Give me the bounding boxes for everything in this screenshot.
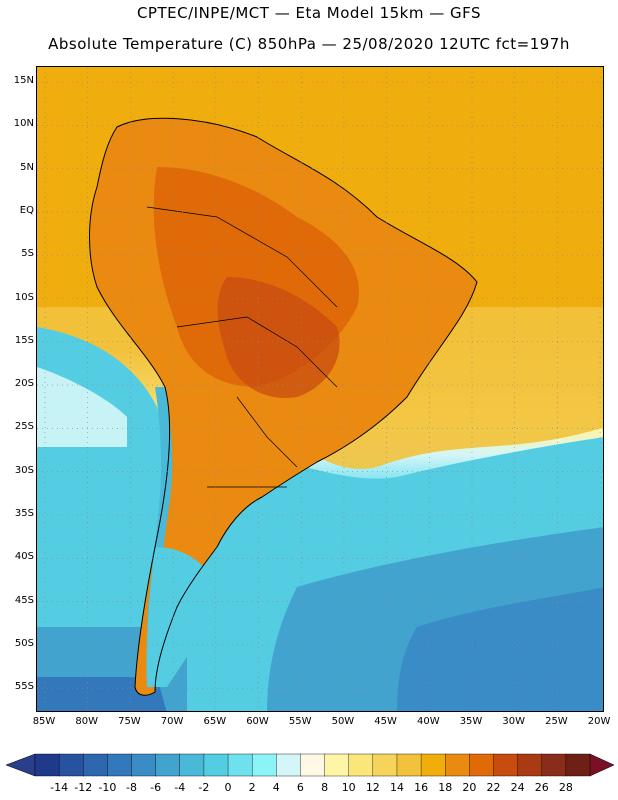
colorbar-swatch [493, 753, 519, 777]
colorbar-swatch [565, 753, 591, 777]
colorbar-tick-label: 8 [321, 781, 329, 794]
colorbar-tick-label: 24 [510, 781, 525, 794]
colorbar-swatch [372, 753, 398, 777]
colorbar-swatch [300, 753, 326, 777]
longitude-label: 65W [203, 716, 227, 727]
colorbar-swatch [251, 753, 278, 777]
latitude-label: 10N [13, 118, 34, 130]
colorbar-swatch [276, 753, 302, 777]
colorbar-swatch [34, 753, 60, 777]
latitude-label: 5N [20, 161, 34, 173]
longitude-label: 60W [246, 716, 269, 727]
colorbar-swatch [227, 753, 253, 777]
latitude-label: 45S [14, 594, 34, 606]
latitude-label: 30S [14, 464, 34, 476]
colorbar-under-arrow [5, 753, 36, 777]
longitude-label: 35W [459, 716, 483, 727]
colorbar-swatch [541, 753, 567, 777]
longitude-label: 85W [32, 716, 56, 727]
latitude-label: 55S [14, 681, 34, 693]
colorbar-swatch [324, 753, 350, 777]
colorbar [5, 753, 615, 777]
longitude-label: 75W [118, 716, 141, 727]
latitude-label: EQ [19, 204, 34, 216]
colorbar-tick-label: -12 [74, 781, 93, 794]
colorbar-tick-label: 18 [438, 781, 453, 794]
latitude-label: 10S [14, 291, 34, 303]
colorbar-tick-label: -6 [150, 781, 162, 794]
colorbar-tick-label: 16 [414, 781, 429, 794]
map-panel[interactable] [36, 66, 604, 712]
colorbar-swatch [469, 753, 495, 777]
colorbar-swatch [131, 753, 157, 777]
colorbar-tick-label: -14 [50, 781, 69, 794]
colorbar-swatch [396, 753, 422, 777]
colorbar-swatch [517, 753, 543, 777]
country-borders [146, 206, 338, 488]
pacific-pale [37, 367, 127, 447]
colorbar-swatch [420, 753, 446, 777]
colorbar-swatch [83, 753, 109, 777]
colorbar-tick-label: -2 [198, 781, 210, 794]
longitude-label: 70W [160, 716, 184, 727]
patagonia-cool [146, 547, 222, 687]
latitude-label: 25S [14, 421, 34, 433]
colorbar-tick-label: 10 [341, 781, 356, 794]
longitude-label: 50W [331, 716, 355, 727]
latitude-label: 20S [14, 378, 34, 390]
colorbar-tick-label: 14 [389, 781, 404, 794]
longitude-label: 45W [374, 716, 397, 727]
colorbar-swatch [348, 753, 374, 777]
colorbar-tick-label: 2 [248, 781, 256, 794]
latitude-label: 15N [13, 75, 34, 86]
colorbar-swatch [155, 753, 181, 777]
pacific-south-cold [37, 677, 167, 711]
colorbar-tick-label: 6 [296, 781, 304, 794]
coastline [89, 117, 478, 696]
temperature-map [37, 67, 603, 711]
colorbar-swatch [203, 753, 229, 777]
atlantic-coldest [397, 587, 603, 711]
longitude-label: 40W [416, 716, 440, 727]
longitude-label: 55W [288, 716, 312, 727]
colorbar-swatch [58, 753, 84, 777]
colorbar-tick-label: 20 [462, 781, 477, 794]
colorbar-tick-label: -10 [98, 781, 117, 794]
latitude-label: 5S [21, 248, 34, 260]
title-line-1: CPTEC/INPE/MCT — Eta Model 15km — GFS [136, 4, 482, 22]
colorbar-tick-label: -8 [126, 781, 137, 794]
longitude-label: 80W [75, 716, 98, 727]
title-line-2: Absolute Temperature (C) 850hPa — 25/08/… [48, 35, 570, 53]
colorbar-tick-label: -4 [174, 781, 186, 794]
colorbar-tick-label: 12 [365, 781, 380, 794]
colorbar-tick-label: 4 [272, 781, 280, 794]
colorbar-tick-label: 22 [486, 781, 501, 794]
continent-hottest [217, 277, 340, 398]
colorbar-over-arrow [589, 753, 615, 777]
latitude-label: 35S [14, 508, 34, 519]
colorbar-swatch [179, 753, 205, 777]
colorbar-tick-label: 0 [224, 781, 232, 794]
longitude-label: 30W [502, 716, 525, 727]
colorbar-tick-label: 28 [558, 781, 573, 794]
colorbar-tick-label: 26 [534, 781, 549, 794]
longitude-label: 25W [545, 716, 568, 727]
latitude-label: 50S [14, 637, 34, 649]
colorbar-swatch [107, 753, 133, 777]
longitude-label: 20W [587, 716, 611, 727]
colorbar-swatch [445, 753, 471, 777]
latitude-label: 15S [14, 334, 34, 346]
latitude-label: 40S [14, 551, 34, 563]
